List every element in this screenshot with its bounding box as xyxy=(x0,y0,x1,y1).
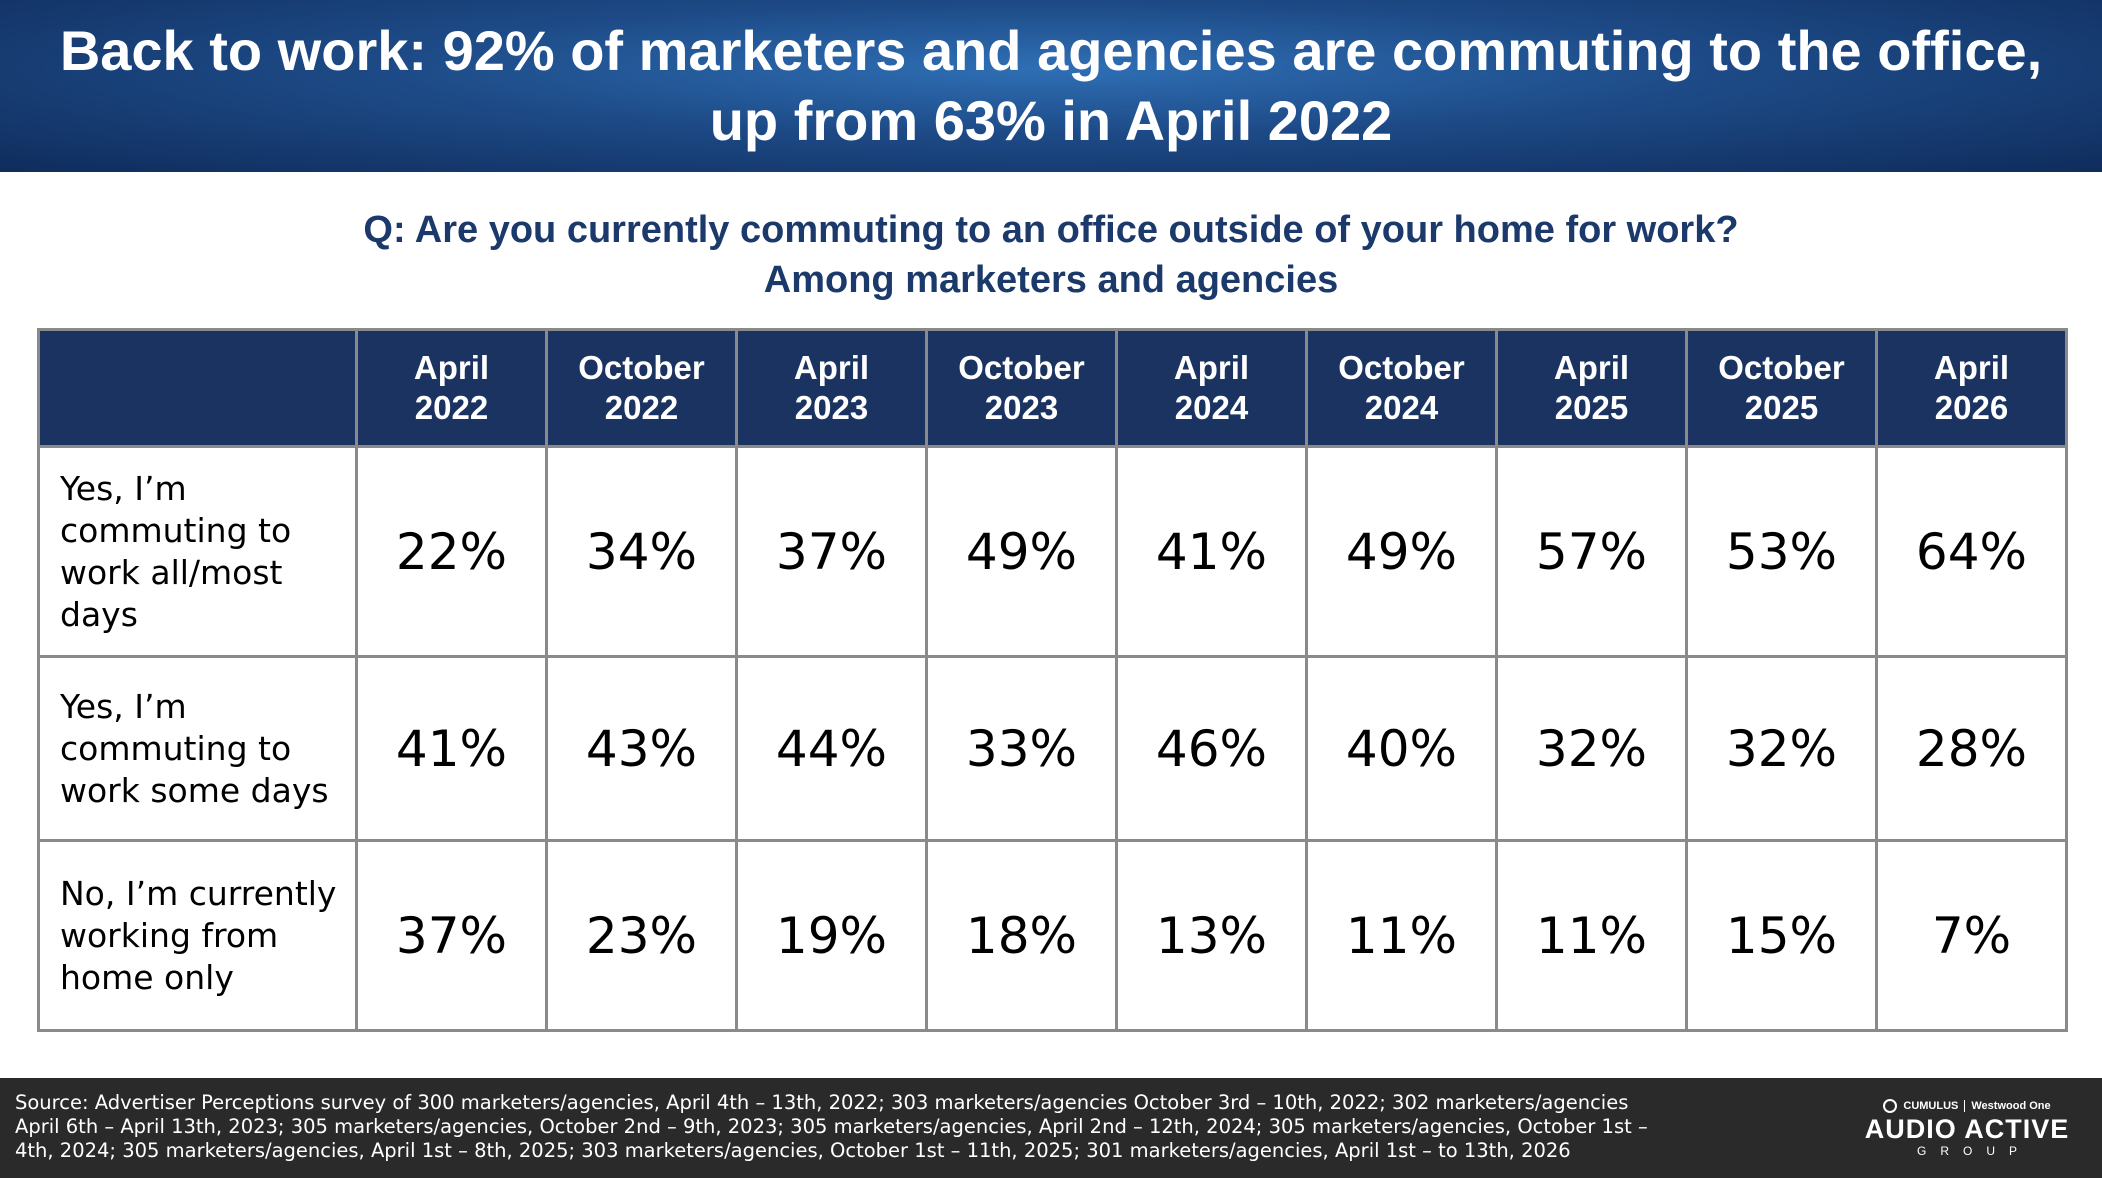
value-cell: 37% xyxy=(735,445,928,658)
audio-active-group-logo: CUMULUS Westwood One AUDIO ACTIVE GROUP xyxy=(1862,1098,2072,1168)
value-cell: 64% xyxy=(1875,445,2068,658)
value-cell: 32% xyxy=(1685,655,1878,842)
footer-bar: Source: Advertiser Perceptions survey of… xyxy=(0,1078,2102,1178)
value-cell: 13% xyxy=(1115,839,1308,1032)
column-year: 2023 xyxy=(984,389,1059,426)
value-cell: 11% xyxy=(1495,839,1688,1032)
column-header: April 2022 xyxy=(355,328,548,448)
value-cell: 46% xyxy=(1115,655,1308,842)
header-row: April 2022 October 2022 April 2023 October 2… xyxy=(37,328,2068,448)
column-year: 2024 xyxy=(1364,389,1439,426)
cumulus-logo-icon xyxy=(1883,1099,1898,1113)
row-label: No, I’m currently working from home only xyxy=(37,839,358,1032)
column-month: October xyxy=(1338,349,1465,386)
value-cell: 43% xyxy=(545,655,738,842)
column-header: April 2024 xyxy=(1115,328,1308,448)
value-cell: 28% xyxy=(1875,655,2068,842)
column-month: April xyxy=(1173,349,1250,386)
source-note: Source: Advertiser Perceptions survey of… xyxy=(15,1091,1648,1162)
table-row: No, I’m currently working from home only… xyxy=(37,839,2068,1032)
value-cell: 7% xyxy=(1875,839,2068,1032)
question-heading: Q: Are you currently commuting to an off… xyxy=(0,205,2102,305)
column-year: 2024 xyxy=(1174,389,1249,426)
westwood-one-brand: Westwood One xyxy=(1971,1100,2051,1112)
question-text: Q: Are you currently commuting to an off… xyxy=(363,209,1739,251)
value-cell: 15% xyxy=(1685,839,1878,1032)
table-body: Yes, I’m commuting to work all/most days… xyxy=(37,445,2068,1032)
value-cell: 23% xyxy=(545,839,738,1032)
value-cell: 53% xyxy=(1685,445,1878,658)
column-header: April 2023 xyxy=(735,328,928,448)
table-row: Yes, I’m commuting to work all/most days… xyxy=(37,445,2068,658)
logo-divider xyxy=(1964,1100,1966,1112)
value-cell: 32% xyxy=(1495,655,1688,842)
column-year: 2022 xyxy=(414,389,489,426)
question-subtitle: Among marketers and agencies xyxy=(763,259,1339,301)
column-year: 2023 xyxy=(794,389,869,426)
partner-logos: CUMULUS Westwood One xyxy=(1862,1098,2072,1114)
value-cell: 33% xyxy=(925,655,1118,842)
page-title: Back to work: 92% of marketers and agenc… xyxy=(59,19,2043,152)
table-header: April 2022 October 2022 April 2023 October 2… xyxy=(37,328,2068,448)
logo-subtitle: GROUP xyxy=(1916,1144,2031,1158)
column-year: 2026 xyxy=(1934,389,2009,426)
column-header: October 2025 xyxy=(1685,328,1878,448)
value-cell: 41% xyxy=(355,655,548,842)
value-cell: 40% xyxy=(1305,655,1498,842)
column-header: April 2026 xyxy=(1875,328,2068,448)
value-cell: 49% xyxy=(1305,445,1498,658)
column-year: 2025 xyxy=(1554,389,1629,426)
column-year: 2025 xyxy=(1744,389,1819,426)
column-month: April xyxy=(1933,349,2010,386)
cumulus-brand: CUMULUS xyxy=(1903,1100,1959,1112)
column-header: October 2022 xyxy=(545,328,738,448)
column-month: April xyxy=(1553,349,1630,386)
title-banner: Back to work: 92% of marketers and agenc… xyxy=(0,0,2102,172)
column-year: 2022 xyxy=(604,389,679,426)
row-label: Yes, I’m commuting to work all/most days xyxy=(37,445,358,658)
row-label: Yes, I’m commuting to work some days xyxy=(37,655,358,842)
value-cell: 49% xyxy=(925,445,1118,658)
results-table: April 2022 October 2022 April 2023 October 2… xyxy=(37,328,2068,1032)
column-month: October xyxy=(1718,349,1845,386)
value-cell: 18% xyxy=(925,839,1118,1032)
column-header: October 2023 xyxy=(925,328,1118,448)
column-month: October xyxy=(958,349,1085,386)
value-cell: 11% xyxy=(1305,839,1498,1032)
value-cell: 57% xyxy=(1495,445,1688,658)
value-cell: 41% xyxy=(1115,445,1308,658)
value-cell: 22% xyxy=(355,445,548,658)
table-row: Yes, I’m commuting to work some days 41%… xyxy=(37,655,2068,842)
results-table-container: April 2022 October 2022 April 2023 October 2… xyxy=(37,328,2068,1032)
column-month: April xyxy=(413,349,490,386)
column-header: April 2025 xyxy=(1495,328,1688,448)
column-month: April xyxy=(793,349,870,386)
logo-wordmark: AUDIO ACTIVE xyxy=(1864,1114,2070,1144)
header-corner-cell xyxy=(37,328,358,448)
column-month: October xyxy=(578,349,705,386)
column-header: October 2024 xyxy=(1305,328,1498,448)
value-cell: 44% xyxy=(735,655,928,842)
value-cell: 34% xyxy=(545,445,738,658)
value-cell: 19% xyxy=(735,839,928,1032)
value-cell: 37% xyxy=(355,839,548,1032)
